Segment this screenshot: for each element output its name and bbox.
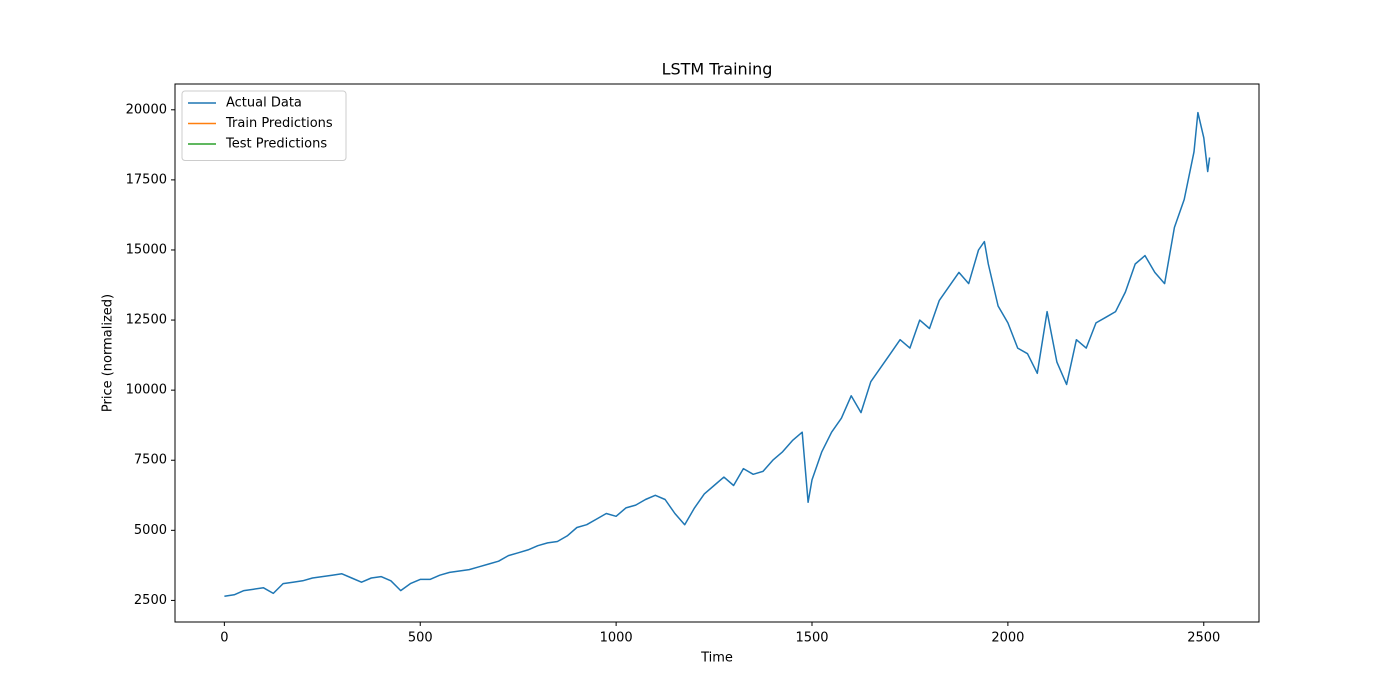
x-tick-label: 2000 bbox=[991, 631, 1024, 646]
y-tick-label: 7500 bbox=[134, 453, 167, 468]
y-tick-label: 17500 bbox=[126, 172, 167, 187]
y-tick-label: 10000 bbox=[126, 383, 167, 398]
legend-label: Test Predictions bbox=[225, 137, 327, 152]
x-tick-label: 0 bbox=[220, 631, 228, 646]
x-tick-label: 2500 bbox=[1187, 631, 1220, 646]
chart-title: LSTM Training bbox=[662, 60, 773, 79]
legend-box bbox=[181, 90, 347, 161]
y-tick-label: 12500 bbox=[126, 313, 167, 328]
y-tick-label: 2500 bbox=[134, 593, 167, 608]
y-tick-label: 20000 bbox=[126, 102, 167, 117]
plot-frame bbox=[174, 83, 1260, 623]
legend-label: Actual Data bbox=[226, 96, 302, 111]
y-axis-label: Price (normalized) bbox=[101, 294, 116, 412]
x-tick-label: 1500 bbox=[795, 631, 828, 646]
legend-label: Train Predictions bbox=[225, 116, 333, 131]
x-axis-label: Time bbox=[700, 651, 733, 666]
data-line bbox=[224, 111, 1211, 597]
x-tick-label: 1000 bbox=[600, 631, 633, 646]
x-tick-label: 500 bbox=[408, 631, 433, 646]
y-tick-label: 15000 bbox=[126, 242, 167, 257]
y-tick-label: 5000 bbox=[134, 523, 167, 538]
